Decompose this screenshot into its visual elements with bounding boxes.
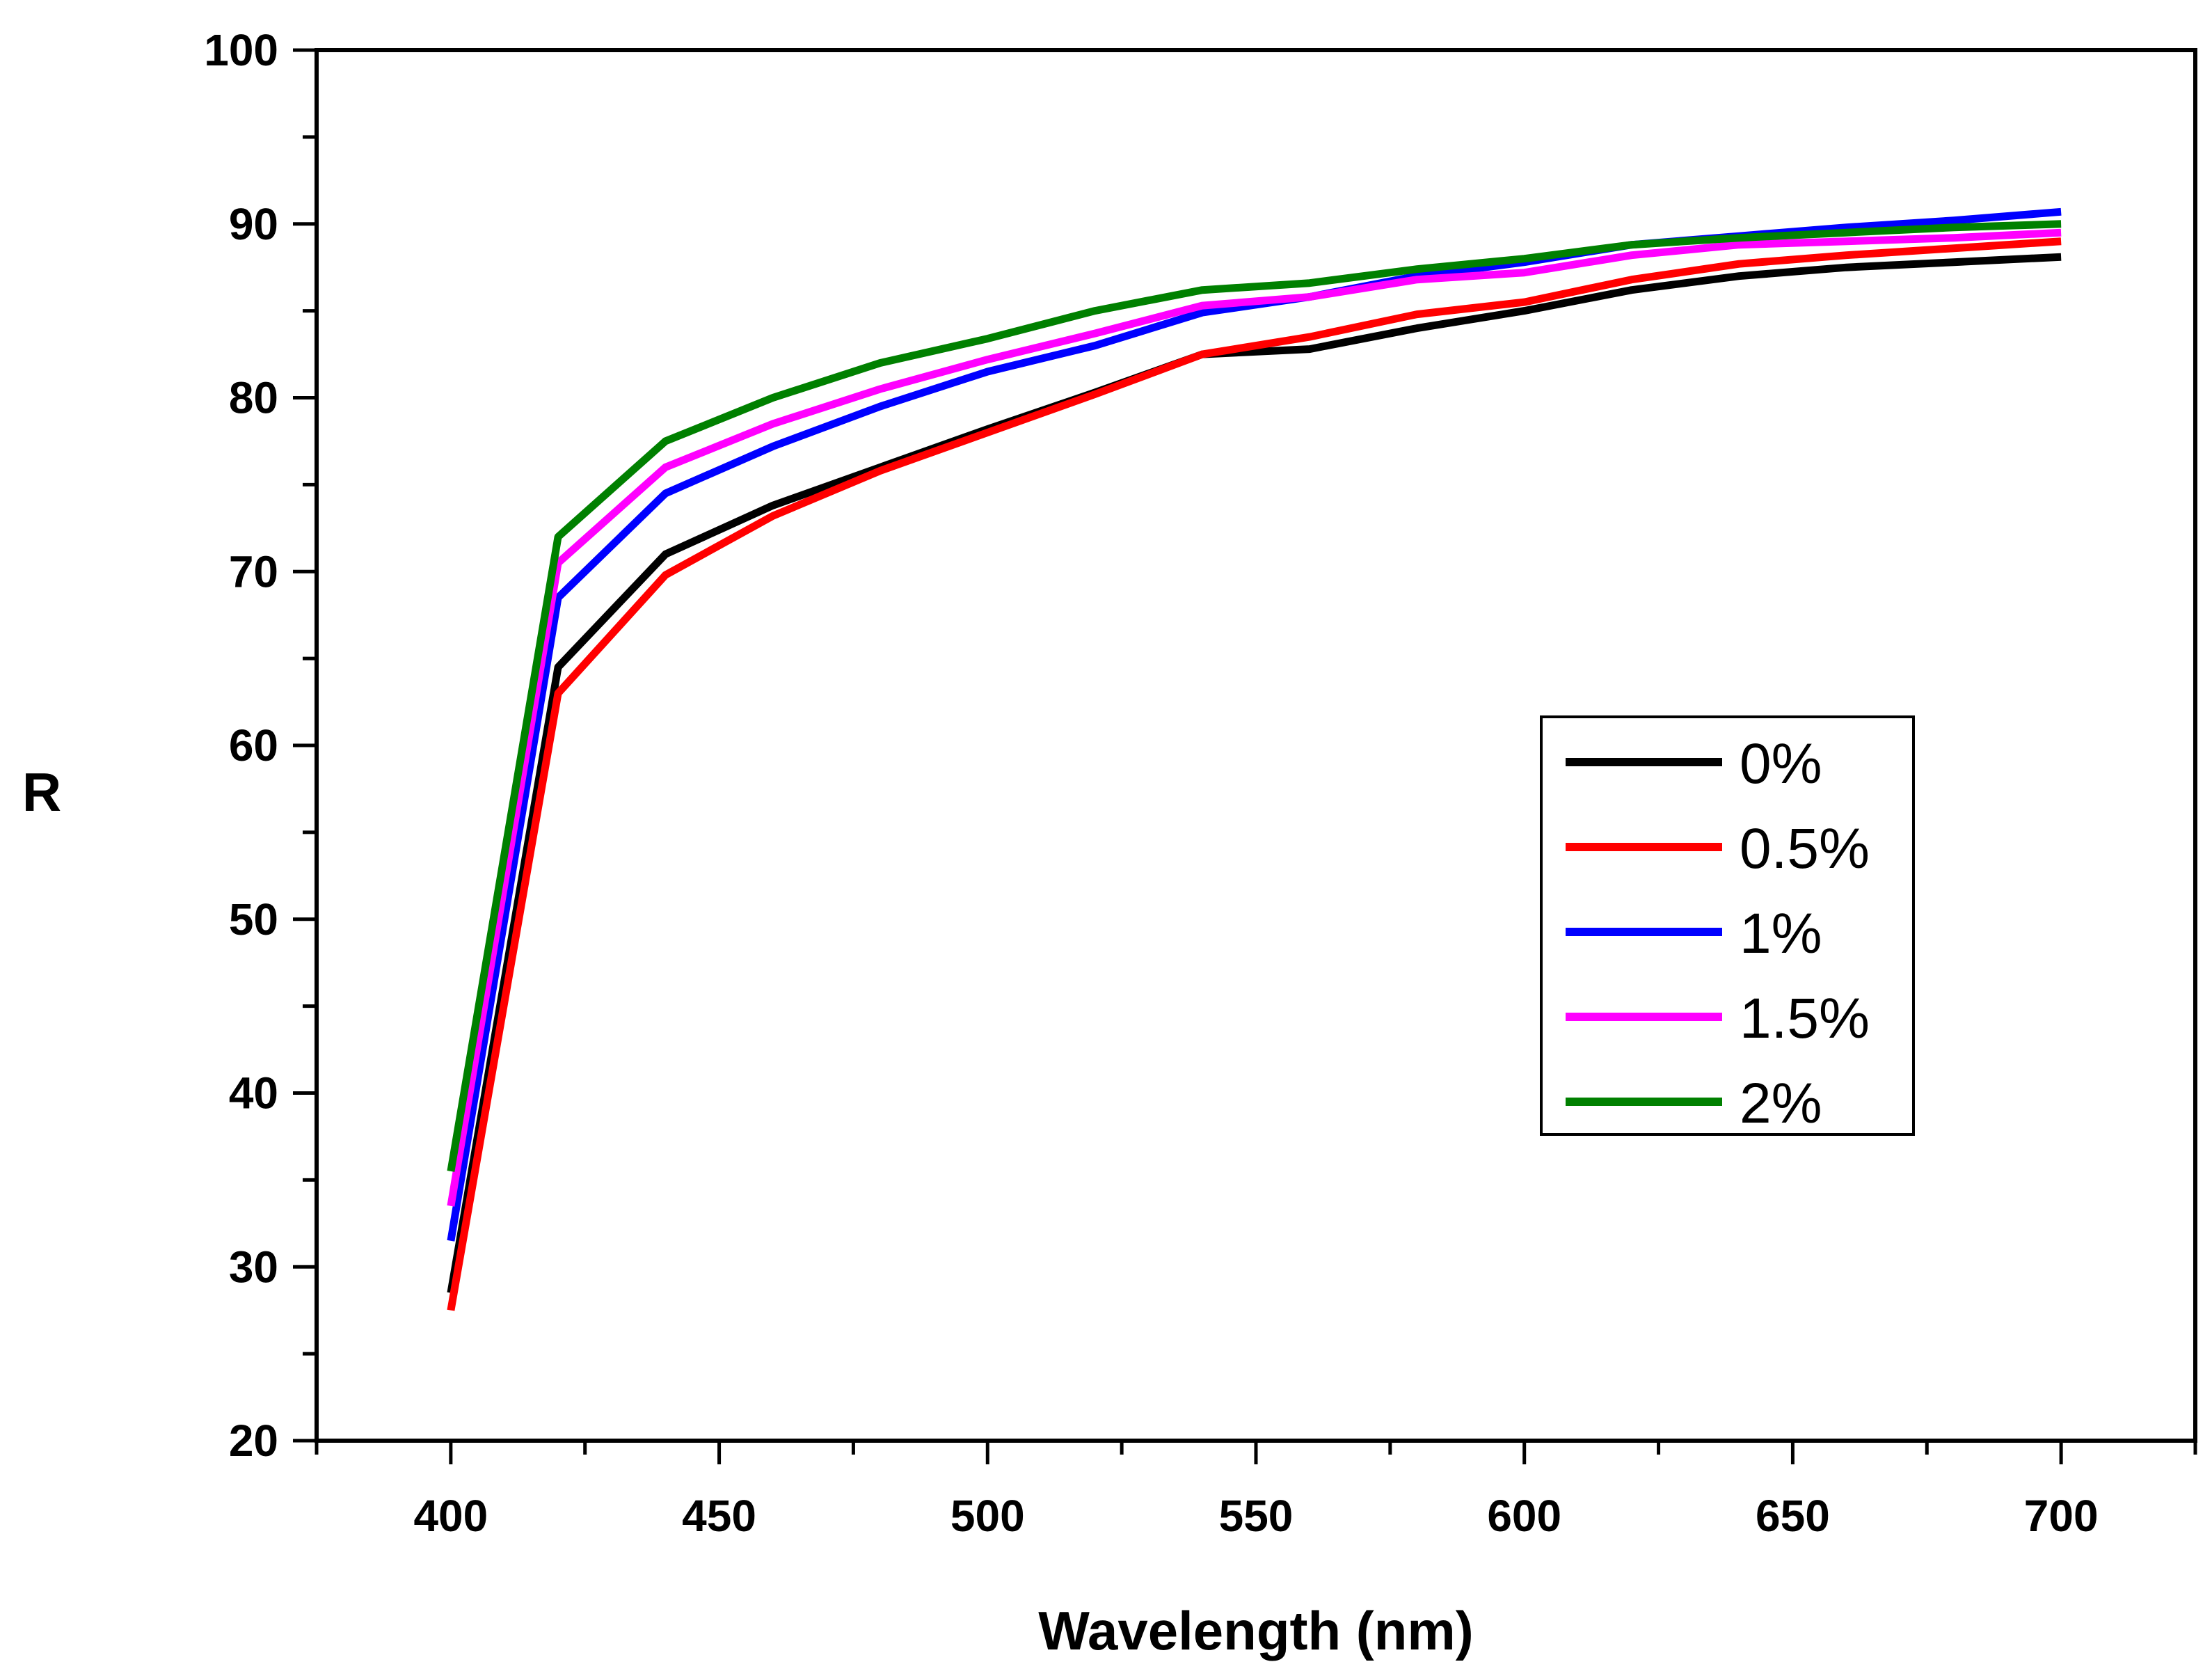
y-tick-label: 50 <box>229 894 278 944</box>
x-tick-label: 400 <box>413 1491 488 1541</box>
series-layer <box>447 207 2062 1311</box>
x-tick-label: 700 <box>2024 1491 2099 1541</box>
x-tick-label: 600 <box>1487 1491 1561 1541</box>
series-line-3 <box>447 228 2062 1207</box>
x-tick-label: 550 <box>1219 1491 1294 1541</box>
x-tick-label: 450 <box>682 1491 756 1541</box>
legend: 0% 0.5% 1% 1.5% 2% <box>1540 715 1915 1136</box>
y-tick-label: 30 <box>229 1242 278 1292</box>
legend-label-4: 2% <box>1740 1072 1822 1135</box>
y-axis-title: R <box>22 761 61 823</box>
y-tick-label: 80 <box>229 373 278 423</box>
series-line-0 <box>447 253 2062 1294</box>
series-line-1 <box>447 237 2062 1311</box>
legend-label-0: 0% <box>1740 732 1822 796</box>
y-tick-label: 60 <box>229 720 278 770</box>
legend-label-3: 1.5% <box>1740 987 1870 1050</box>
y-tick-label: 100 <box>204 25 278 75</box>
y-tick-label: 20 <box>229 1416 278 1466</box>
x-tick-label: 500 <box>950 1491 1025 1541</box>
legend-label-2: 1% <box>1740 902 1822 965</box>
x-axis-title: Wavelength (nm) <box>1038 1600 1473 1661</box>
x-tick-label: 650 <box>1756 1491 1830 1541</box>
y-tick-label: 90 <box>229 199 278 249</box>
ticks-layer: 400 450 500 550 600 650 700 20 30 40 50 60 70 80 90 100 <box>204 25 2197 1541</box>
y-tick-label: 70 <box>229 546 278 596</box>
legend-label-1: 0.5% <box>1740 817 1870 880</box>
y-tick-label: 40 <box>229 1068 278 1118</box>
series-line-4 <box>447 220 2062 1172</box>
legend-box <box>1540 715 1915 1136</box>
